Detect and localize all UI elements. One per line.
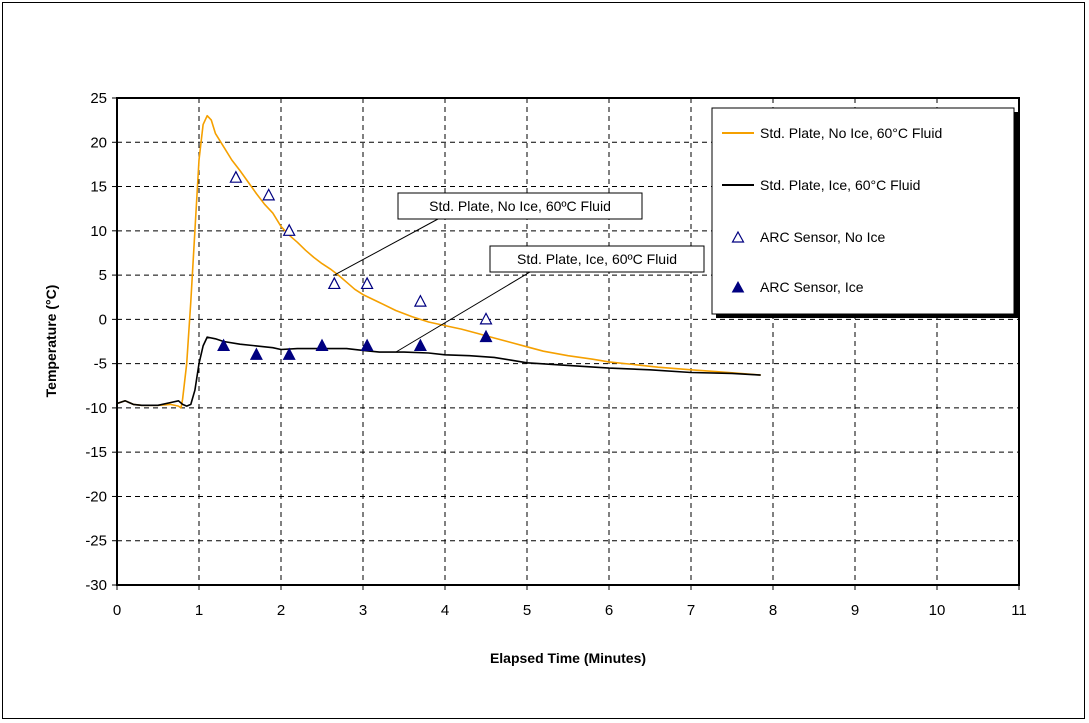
y-tick-label: -10: [85, 400, 107, 417]
legend-box: [711, 107, 1015, 315]
marker-arc-no-ice: [229, 170, 243, 183]
marker-arc-ice: [360, 338, 374, 352]
x-tick-label: 0: [113, 602, 121, 619]
annotation-box: [397, 192, 643, 220]
legend-label-no-ice-line: Std. Plate, No Ice, 60°C Fluid: [760, 125, 942, 141]
y-tick-label: -15: [85, 444, 107, 461]
y-tick-label: -30: [85, 577, 107, 594]
y-tick-label: 0: [99, 311, 107, 328]
y-axis-title: Temperature (°C): [43, 285, 59, 398]
marker-arc-ice: [413, 338, 427, 352]
marker-arc-no-ice: [413, 294, 427, 307]
series-lines: [116, 114, 761, 409]
series-line-ice: [116, 336, 761, 407]
annotations: Std. Plate, No Ice, 60ºC Fluid Std. Plate…: [334, 192, 705, 353]
legend-label-arc-ice: ARC Sensor, Ice: [760, 279, 864, 295]
y-tick-label: 5: [99, 267, 107, 284]
marker-arc-no-ice: [282, 223, 296, 236]
annotation-label: Std. Plate, Ice, 60ºC Fluid: [517, 251, 677, 267]
marker-arc-no-ice: [360, 276, 374, 290]
y-tick-label: 15: [90, 179, 107, 196]
marker-arc-no-ice: [479, 312, 493, 325]
y-tick-label: 25: [90, 90, 107, 107]
marker-arc-ice: [479, 329, 493, 343]
legend-filled-triangle-icon: [731, 280, 745, 293]
x-tick-label: 4: [441, 602, 449, 619]
x-tick-label: 9: [851, 602, 859, 619]
annotation-leader-line: [395, 271, 531, 353]
series-markers: [217, 170, 493, 360]
x-tick-label: 8: [769, 602, 777, 619]
x-tick-label: 6: [605, 602, 613, 619]
marker-arc-ice: [249, 347, 263, 360]
marker-arc-no-ice: [327, 276, 341, 290]
legend-label-ice-line: Std. Plate, Ice, 60°C Fluid: [760, 177, 920, 193]
legend-open-triangle-icon: [731, 230, 745, 243]
annotation-leader-line: [334, 218, 439, 276]
x-tick-label: 1: [195, 602, 203, 619]
x-tick-label: 11: [1011, 602, 1027, 619]
x-axis-title: Elapsed Time (Minutes): [490, 650, 646, 666]
annotation-box: [489, 245, 705, 273]
x-tick-labels: 0 1 2 3 4 5 6 7 8 9 10 11: [113, 585, 1027, 619]
series-line-no-ice: [116, 114, 761, 409]
legend-label-arc-no-ice: ARC Sensor, No Ice: [760, 229, 885, 245]
y-tick-label: -25: [85, 533, 107, 550]
plot-border: [116, 97, 1020, 586]
x-tick-label: 2: [277, 602, 285, 619]
marker-arc-ice: [217, 338, 231, 352]
grid-lines: [117, 98, 1019, 585]
x-tick-label: 5: [523, 602, 531, 619]
x-tick-label: 10: [929, 602, 946, 619]
y-tick-label: -5: [94, 356, 107, 373]
legend: Std. Plate, No Ice, 60°C Fluid Std. Plat…: [711, 107, 1018, 318]
y-tick-labels: 25 20 15 10 5 0 -5 -10 -15 -20 -25 -30: [85, 90, 117, 594]
marker-arc-ice: [282, 347, 296, 360]
y-tick-label: 20: [90, 134, 107, 151]
x-tick-label: 3: [359, 602, 367, 619]
y-tick-label: -20: [85, 488, 107, 505]
marker-arc-ice: [315, 338, 329, 352]
marker-arc-no-ice: [262, 188, 276, 201]
x-tick-label: 7: [687, 602, 695, 619]
annotation-label: Std. Plate, No Ice, 60ºC Fluid: [429, 198, 611, 214]
y-tick-label: 10: [90, 223, 107, 240]
